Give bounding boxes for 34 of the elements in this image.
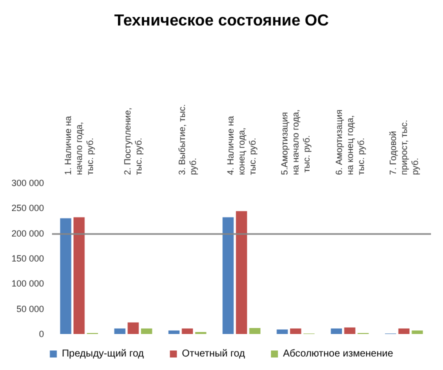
x-tick-label: 4. Наличие на конец года, тыс. руб.: [226, 114, 258, 175]
bar: [128, 322, 139, 334]
bar: [60, 218, 72, 334]
bar: [168, 330, 180, 334]
bar: [249, 328, 260, 334]
y-tick-label: 0: [38, 329, 44, 339]
bar: [114, 328, 126, 334]
bar: [141, 328, 152, 334]
bar: [290, 328, 302, 334]
x-tick-label: 1. Наличие на начало года, тыс. руб.: [63, 114, 96, 175]
legend-label: Предыду-щий год: [62, 348, 144, 360]
y-tick-label: 150 000: [11, 254, 44, 264]
bar: [74, 217, 85, 334]
y-tick-label: 50 000: [16, 304, 44, 314]
y-tick-label: 300 000: [11, 178, 44, 188]
y-tick-label: 100 000: [11, 278, 44, 289]
bar: [412, 330, 423, 334]
x-tick-label: 5.Амортизация на начало года, тыс. руб.: [280, 110, 312, 175]
y-tick-label: 200 000: [11, 228, 44, 238]
bar: [222, 217, 234, 334]
x-tick-label: 6. Амортизация на конец года, тыс. руб.: [334, 107, 366, 175]
bar: [398, 328, 410, 334]
x-tick-label: 2. Поступление, тыс. руб.: [122, 105, 144, 175]
bar: [344, 327, 356, 334]
x-tick-label: 3. Выбытие, тыс. руб.: [176, 102, 198, 175]
y-tick-label: 250 000: [11, 203, 44, 214]
chart-title: Техническое состояние ОС: [114, 12, 330, 30]
bar: [276, 329, 288, 334]
legend-label: Отчетный год: [182, 348, 246, 360]
legend-label: Абсолютное изменение: [282, 348, 394, 360]
bar: [330, 328, 342, 334]
bar: [182, 328, 193, 334]
bar: [236, 211, 248, 334]
x-tick-label: 7. Годовой прирост, тыс. руб.: [388, 117, 420, 175]
